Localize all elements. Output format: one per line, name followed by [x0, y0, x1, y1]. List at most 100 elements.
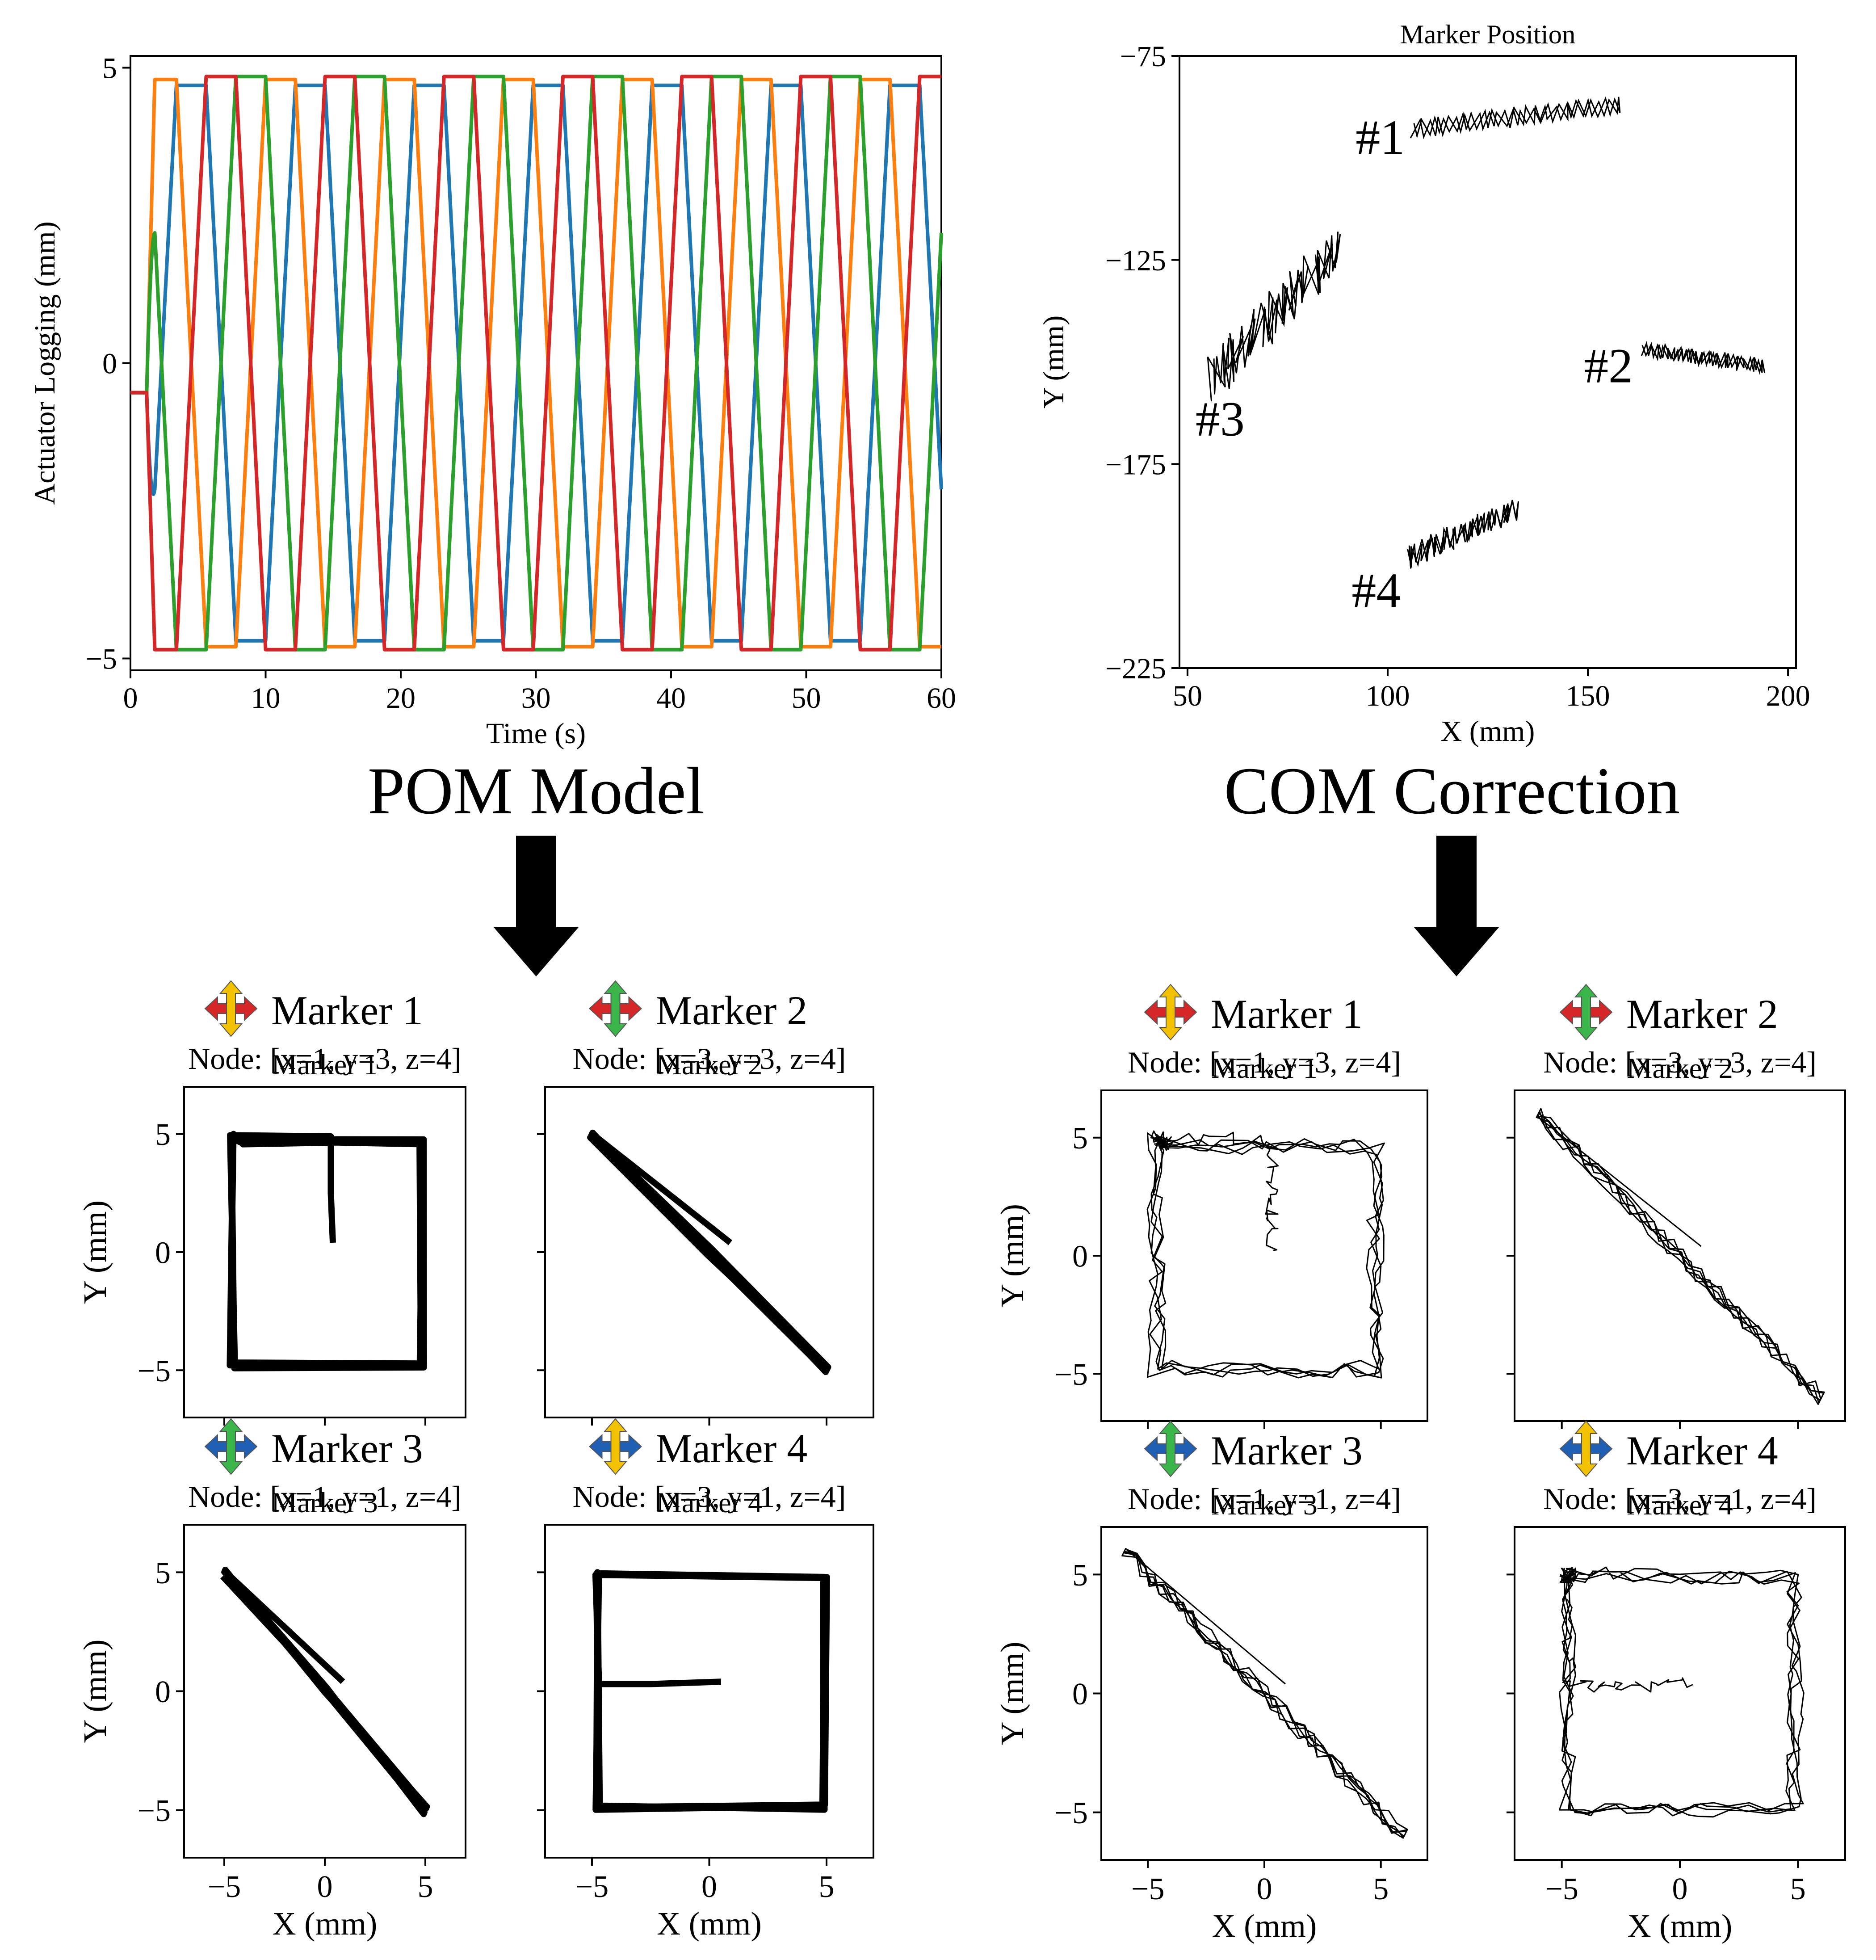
trajectory-trace — [587, 1129, 831, 1375]
cluster-trace-1 — [1641, 341, 1766, 375]
y-axis-label: Y (mm) — [77, 1639, 113, 1743]
y-tick-label: 5 — [1072, 1121, 1088, 1156]
y-tick-label: 5 — [155, 1118, 171, 1152]
chart-title: Marker 4 — [656, 1487, 763, 1518]
x-tick-label: −5 — [1131, 1872, 1164, 1906]
y-axis-label: Y (mm) — [994, 1204, 1030, 1308]
down-arrow-icon — [494, 836, 579, 976]
cluster-label: #4 — [1351, 563, 1401, 618]
axis-arrows-icon — [1144, 1420, 1197, 1477]
x-tick-label: 10 — [251, 682, 281, 715]
y-tick-label: −5 — [86, 643, 117, 676]
marker-title: Marker 1 — [1211, 991, 1363, 1037]
axis-arrows-icon — [1559, 1420, 1613, 1477]
chart-title: Marker 3 — [272, 1487, 378, 1518]
vertical-arrow — [1574, 1420, 1598, 1477]
x-tick-label: 30 — [521, 682, 551, 715]
marker-node-label: Node: [x=3, y=1, z=4] — [573, 1480, 846, 1514]
cluster-trace-2 — [1207, 231, 1341, 402]
y-tick-label: 0 — [102, 348, 117, 380]
vertical-arrow — [1158, 984, 1183, 1041]
y-tick-label: −5 — [138, 1794, 171, 1828]
x-tick-label: 5 — [819, 1870, 835, 1904]
section-title-left-group: POM Model — [368, 754, 705, 828]
y-tick-label: 5 — [102, 52, 117, 85]
y-tick-label: 0 — [1072, 1240, 1088, 1274]
x-tick-label: −5 — [208, 1870, 241, 1904]
x-axis-label: X (mm) — [1212, 1908, 1317, 1944]
marker-title: Marker 4 — [656, 1426, 808, 1471]
chart-title: Marker 4 — [1627, 1489, 1733, 1521]
y-tick-label: −75 — [1120, 40, 1166, 73]
y-axis-label: Actuator Logging (mm) — [29, 221, 61, 505]
series-line-actuator-4 — [129, 75, 943, 652]
marker-title: Marker 2 — [1626, 991, 1778, 1037]
section-title-right-group: COM Correction — [1224, 754, 1680, 828]
y-tick-label: 5 — [1072, 1558, 1088, 1593]
marker-title: Marker 1 — [271, 988, 423, 1033]
trajectory-trace — [592, 1569, 830, 1813]
cluster-trace-3 — [1407, 500, 1519, 569]
trajectory-trace — [1558, 1566, 1805, 1818]
cluster-label: #3 — [1196, 391, 1245, 446]
y-tick-label: −5 — [1055, 1358, 1088, 1392]
y-tick-label: −5 — [138, 1354, 171, 1388]
trajectory-trace — [1536, 1108, 1825, 1405]
x-tick-label: 0 — [701, 1870, 717, 1904]
y-tick-label: 0 — [155, 1236, 171, 1270]
x-tick-label: 0 — [317, 1870, 333, 1904]
trajectory-trace — [220, 1566, 430, 1817]
chart-title: Marker 2 — [1627, 1052, 1733, 1084]
axis-arrows-icon — [589, 980, 642, 1037]
x-tick-label: 5 — [1790, 1872, 1806, 1906]
cluster-label: #2 — [1584, 339, 1633, 393]
x-axis-label: Time (s) — [486, 717, 586, 750]
marker-node-label: Node: [x=1, y=1, z=4] — [1128, 1482, 1401, 1516]
x-tick-label: 50 — [1173, 680, 1202, 712]
y-tick-label: −125 — [1105, 244, 1166, 277]
marker-title: Marker 4 — [1626, 1428, 1778, 1473]
axis-arrows-icon — [1559, 984, 1613, 1041]
y-axis-label: Y (mm) — [994, 1641, 1030, 1745]
y-tick-label: −225 — [1105, 652, 1166, 685]
y-tick-label: −5 — [1055, 1796, 1088, 1830]
chart-title: Marker 2 — [656, 1049, 763, 1081]
trajectory-trace — [1121, 1548, 1408, 1839]
chart-title: Marker 3 — [1211, 1489, 1318, 1521]
cluster-label: #1 — [1356, 110, 1405, 164]
x-tick-label: 20 — [386, 682, 415, 715]
y-tick-label: 0 — [155, 1675, 171, 1709]
marker-title: Marker 3 — [271, 1426, 423, 1471]
x-axis-label: X (mm) — [657, 1905, 762, 1942]
marker-title: Marker 3 — [1211, 1428, 1363, 1473]
x-axis-label: X (mm) — [273, 1905, 378, 1942]
vertical-arrow — [219, 980, 243, 1037]
vertical-arrow — [1574, 984, 1598, 1041]
chart-title: Marker 1 — [1211, 1052, 1318, 1084]
vertical-arrow — [604, 980, 627, 1037]
vertical-arrow — [1158, 1420, 1183, 1477]
vertical-arrow — [219, 1418, 243, 1475]
x-tick-label: 5 — [1373, 1872, 1389, 1906]
x-tick-label: 0 — [1672, 1872, 1688, 1906]
section-title-right: COM Correction — [1224, 754, 1680, 828]
chart-title: Marker 1 — [272, 1049, 378, 1081]
x-tick-label: 100 — [1365, 680, 1410, 712]
marker-node-label: Node: [x=1, y=3, z=4] — [1128, 1045, 1401, 1079]
cluster-trace-0 — [1410, 96, 1621, 139]
trajectory-trace — [1146, 1130, 1385, 1379]
x-tick-label: 200 — [1766, 680, 1810, 712]
vertical-arrow — [604, 1418, 627, 1475]
y-tick-label: 0 — [1072, 1677, 1088, 1712]
axis-arrows-icon — [589, 1418, 642, 1475]
down-arrow-icon — [1414, 836, 1499, 976]
x-axis-label: X (mm) — [1628, 1908, 1733, 1944]
